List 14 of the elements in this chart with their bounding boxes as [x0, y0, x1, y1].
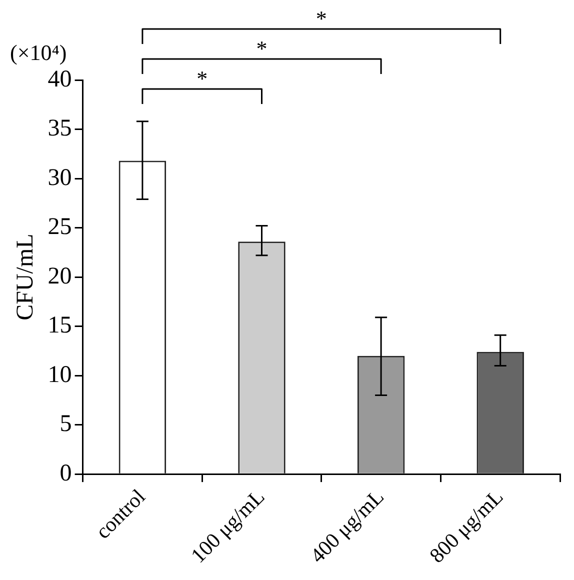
y-tick-label: 30: [48, 164, 72, 191]
y-tick-label: 40: [48, 66, 72, 92]
text: *: [316, 6, 327, 31]
annotation: *: [196, 66, 208, 91]
text: (×10⁴): [10, 40, 67, 65]
text: *: [256, 36, 268, 61]
y-tick-label: 25: [48, 214, 72, 240]
y-tick-label: 35: [48, 116, 72, 142]
y-tick-label: 0: [60, 460, 72, 486]
y-tick-label: 5: [60, 411, 72, 438]
y-tick-label: 15: [48, 312, 72, 339]
y-tick-label: 10: [48, 362, 72, 388]
y-tick-label: 20: [48, 263, 72, 290]
y-axis-title: CFU/mL: [12, 234, 39, 320]
